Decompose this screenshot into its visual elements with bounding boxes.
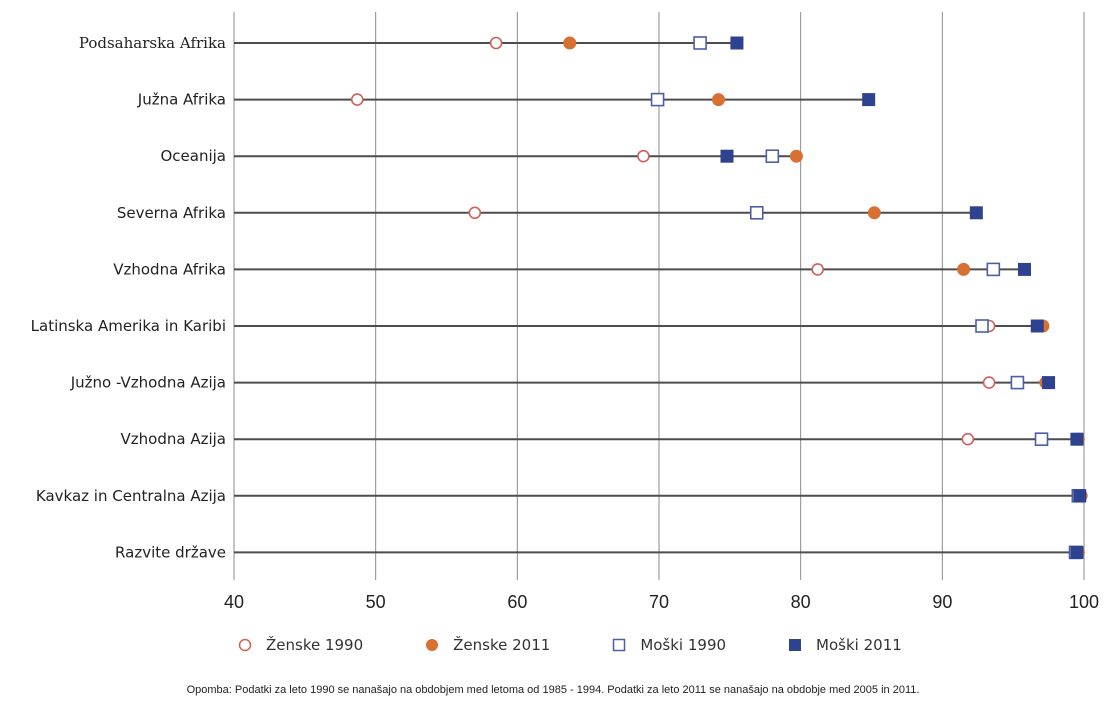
data-point-moski-2011 [1073,489,1087,503]
legend-item-zenske-1990: Ženske 1990 [238,636,363,654]
data-point-zenske-1990 [468,206,482,220]
data-point-zenske-1990 [350,93,364,106]
x-tick-label: 40 [224,592,244,612]
x-axis-ticks: 40 50 60 70 80 90 100 [224,592,1099,612]
data-point-zenske-1990 [811,263,824,276]
category-label: Severna Afrika [117,204,226,222]
x-tick-label: 80 [791,592,811,612]
data-point-zenske-1990 [961,432,975,446]
category-label: Razvite države [115,543,226,561]
data-point-moski-2011 [862,93,876,107]
x-tick-label: 70 [649,592,669,612]
data-point-moski-1990 [1034,432,1049,447]
category-label: Podsaharska Afrika [79,34,226,52]
filled-circle-icon [426,639,439,651]
x-tick-label: 90 [932,592,952,612]
x-tick-label: 100 [1069,592,1099,612]
legend-item-moski-1990: Moški 1990 [612,636,726,654]
category-labels: Podsaharska Afrika Južna Afrika Oceanija Se… [31,34,226,561]
footnote: Opomba: Podatki za leto 1990 se nanašajo… [186,684,920,696]
data-point-zenske-2011 [563,36,577,50]
data-point-moski-1990 [693,36,707,50]
category-rows [234,42,1082,554]
data-point-moski-1990 [1010,375,1025,390]
category-label: Vzhodna Azija [121,430,226,448]
data-point-zenske-2011 [712,93,725,107]
category-label: Kavkaz in Centralna Azija [36,487,226,505]
x-tick-label: 50 [366,592,386,612]
category-label: Vzhodna Afrika [113,260,226,278]
legend: Ženske 1990 Ženske 2011 Moški 1990 Moški… [238,632,902,658]
x-tick-label: 60 [507,592,527,612]
data-point-zenske-2011 [789,149,803,163]
data-point-moski-2011 [1018,262,1031,276]
data-point-moski-2011 [1070,432,1084,446]
data-points [350,36,1088,560]
legend-item-zenske-2011: Ženske 2011 [425,636,550,654]
data-point-moski-2011 [969,206,983,220]
data-point-zenske-1990 [489,36,503,50]
filled-square-icon [789,639,802,651]
data-point-moski-2011 [1042,376,1056,390]
data-point-moski-2011 [1030,319,1044,333]
data-point-moski-1990 [975,319,989,333]
data-point-moski-1990 [650,92,665,107]
dot-plot-chart: Podsaharska Afrika Južna Afrika Oceanija Se… [31,12,1099,612]
data-point-zenske-1990 [637,149,650,163]
legend-label: Moški 1990 [640,636,727,654]
legend-label: Ženske 2011 [453,636,551,654]
data-point-zenske-1990 [982,376,996,389]
data-point-moski-1990 [749,206,764,220]
data-point-moski-2011 [1070,545,1084,559]
legend-label: Ženske 1990 [266,636,364,654]
category-label: Južna Afrika [137,91,226,109]
data-point-zenske-2011 [957,262,971,276]
open-circle-icon [238,638,252,652]
data-point-moski-1990 [986,262,1001,277]
category-label: Oceanija [160,147,226,165]
data-point-moski-2011 [730,36,744,50]
legend-label: Moški 2011 [816,636,902,654]
data-point-zenske-2011 [867,206,881,220]
open-square-icon [613,638,626,652]
legend-item-moski-2011: Moški 2011 [788,636,902,654]
category-label: Latinska Amerika in Karibi [31,317,226,335]
grid-lines [233,12,1085,580]
data-point-moski-1990 [765,149,780,163]
data-point-moski-2011 [720,149,734,163]
category-label: Južno -Vzhodna Azija [70,374,226,392]
